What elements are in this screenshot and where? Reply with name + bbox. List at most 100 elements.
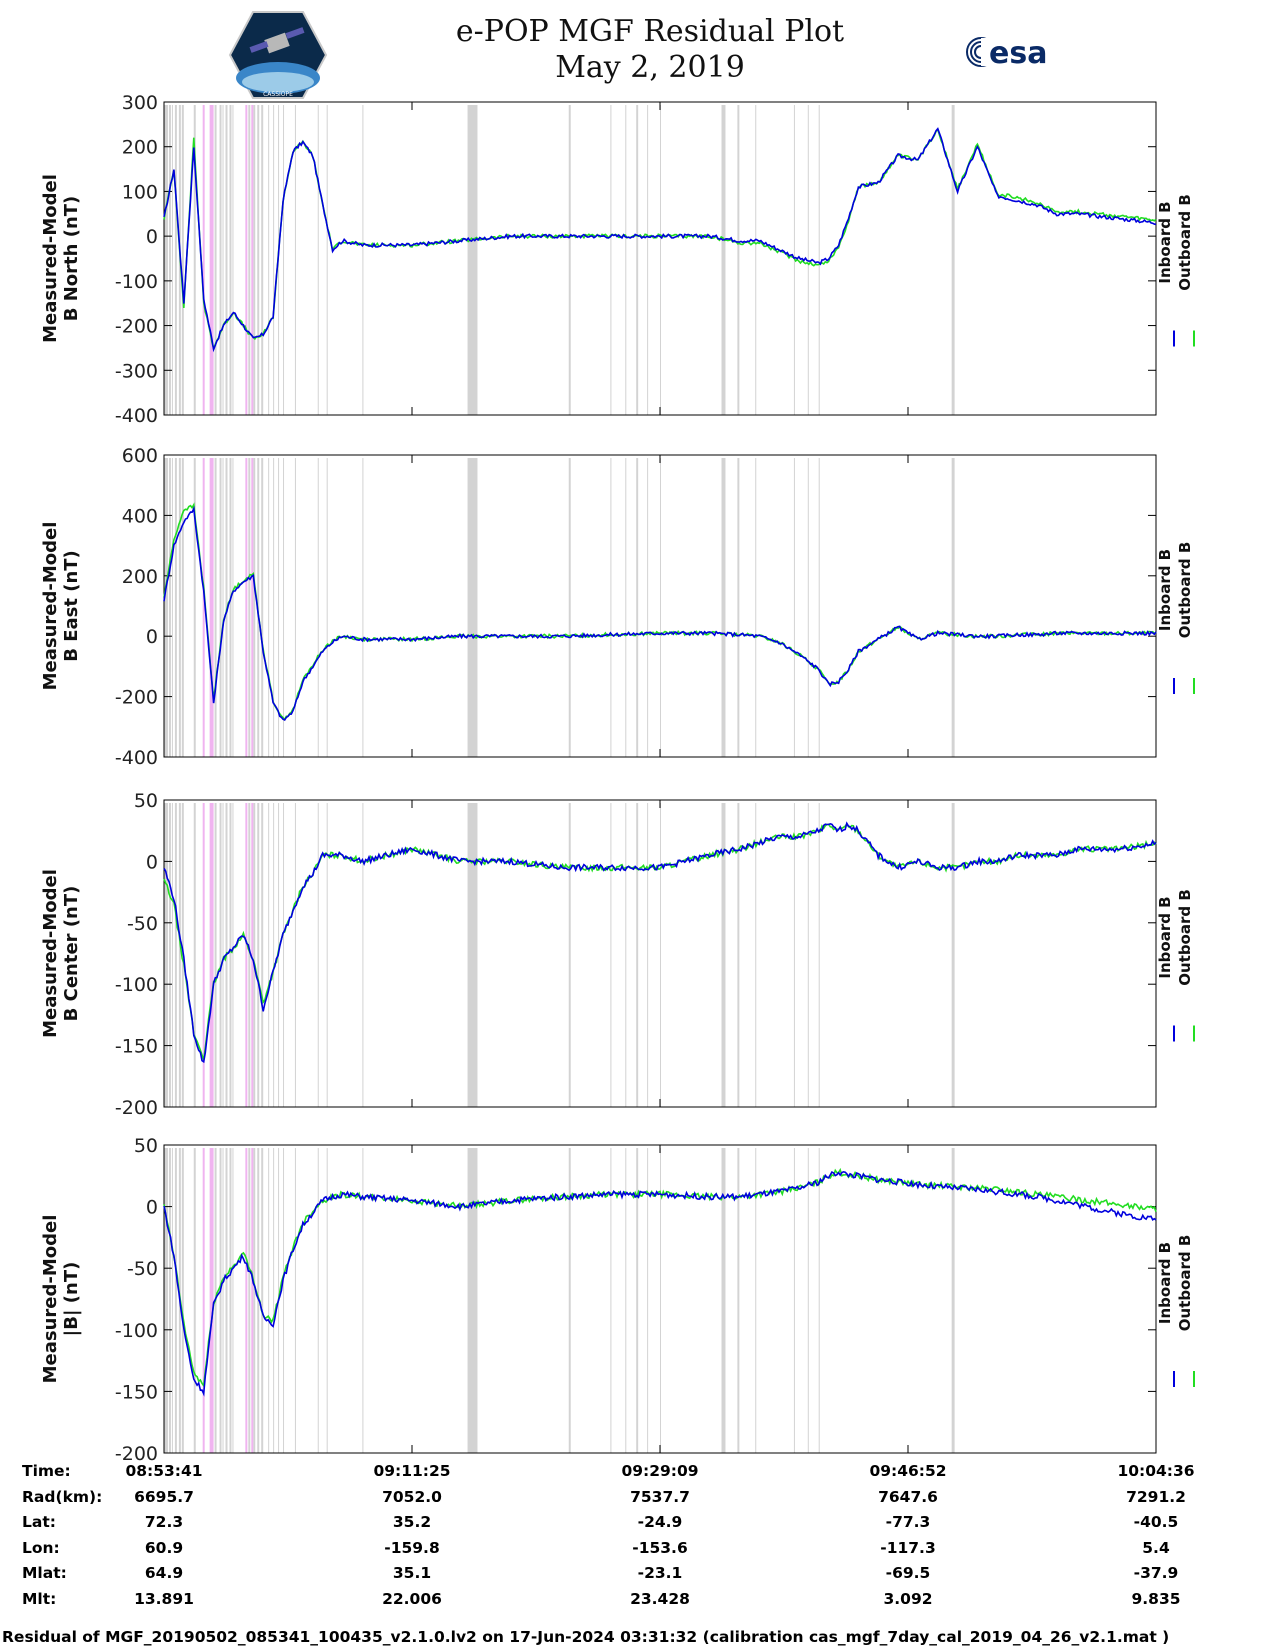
data-gap-band <box>168 105 171 415</box>
data-gap-band <box>229 803 232 1107</box>
info-value: 6695.7 <box>134 1487 194 1506</box>
info-value: 09:46:52 <box>869 1462 947 1480</box>
data-gap-band <box>326 803 328 1107</box>
data-gap-band <box>261 105 264 415</box>
info-value: -159.8 <box>384 1538 440 1557</box>
data-gap-band <box>174 1148 177 1453</box>
legend-inboard-label: Inboard B <box>1156 549 1174 631</box>
data-gap-band <box>232 1148 234 1453</box>
data-gap-band <box>793 803 795 1107</box>
data-gap-band <box>214 105 217 415</box>
legend: Inboard B Outboard B <box>1156 542 1194 639</box>
maneuver-band <box>209 105 214 415</box>
maneuver-band <box>209 1148 214 1453</box>
data-gap-band <box>317 105 319 415</box>
legend-outboard-label: Outboard B <box>1176 889 1194 986</box>
data-gap-band <box>636 458 639 757</box>
data-gap-band <box>951 105 955 415</box>
info-value: 35.1 <box>392 1564 432 1582</box>
data-gap-band <box>818 105 820 415</box>
svg-text:CASSIOPE: CASSIOPE <box>263 91 293 98</box>
data-gap-band <box>248 803 251 1107</box>
maneuver-band <box>245 1148 248 1453</box>
data-gap-band <box>278 458 280 757</box>
data-gap-band <box>225 1148 228 1453</box>
panel-1: 300 200 100 0 -100 -200 -300 -400 Measured-Model… <box>40 92 1195 427</box>
y-tick-label: -150 <box>115 1036 158 1058</box>
y-tick-label: 0 <box>146 626 158 648</box>
data-gap-band <box>232 105 234 415</box>
info-value: 9.835 <box>1131 1589 1181 1608</box>
legend: Inboard B Outboard B <box>1156 1235 1194 1332</box>
data-gap-band <box>721 105 726 415</box>
maneuver-band <box>202 105 205 415</box>
info-value: 7537.7 <box>630 1487 690 1506</box>
data-gap-band <box>610 105 612 415</box>
y-tick-label: -150 <box>115 1381 158 1403</box>
data-gap-band <box>610 458 612 757</box>
data-gap-band <box>225 105 228 415</box>
info-value: 7052.0 <box>382 1487 442 1506</box>
data-gap-band <box>737 105 740 415</box>
data-gap-band <box>807 1148 809 1453</box>
data-gap-band <box>168 803 171 1107</box>
info-label: Mlat: <box>22 1564 67 1582</box>
legend-outboard-label: Outboard B <box>1176 194 1194 291</box>
data-gap-band <box>818 1148 820 1453</box>
y-tick-label: -100 <box>115 1320 158 1342</box>
info-label: Rad(km): <box>22 1487 103 1506</box>
maneuver-band <box>202 1148 205 1453</box>
maneuver-band <box>202 803 205 1107</box>
info-row-lon: Lon: 60.9 -159.8 -153.6 -117.3 5.4 <box>0 1539 1275 1561</box>
info-value: -24.9 <box>637 1513 683 1531</box>
data-gap-band <box>219 1148 222 1453</box>
esa-logo-text: esa <box>989 36 1047 71</box>
data-gap-band <box>636 803 639 1107</box>
data-gap-band <box>467 1148 478 1453</box>
data-gap-band <box>164 105 168 415</box>
data-gap-band <box>793 458 795 757</box>
maneuver-band <box>202 458 205 757</box>
data-gap-band <box>164 803 168 1107</box>
legend: Inboard B Outboard B <box>1156 194 1194 291</box>
data-gap-band <box>807 803 809 1107</box>
data-gap-band <box>181 1148 184 1453</box>
data-gap-band <box>362 105 364 415</box>
data-gap-band <box>636 105 639 415</box>
cassiope-logo: CASSIOPE <box>228 11 328 99</box>
y-axis-label: Measured-ModelB East (nT) <box>40 522 82 691</box>
info-row-rad: Rad(km): 6695.7 7052.0 7537.7 7647.6 7291.2 <box>0 1488 1275 1510</box>
info-value: 7647.6 <box>878 1487 938 1506</box>
data-gap-band <box>171 1148 173 1453</box>
data-gap-band <box>362 803 364 1107</box>
data-gap-band <box>793 1148 795 1453</box>
data-gap-band <box>253 1148 256 1453</box>
data-gap-band <box>755 458 757 757</box>
data-gap-band <box>721 1148 726 1453</box>
data-gap-band <box>317 458 319 757</box>
maneuver-band <box>251 105 254 415</box>
data-gap-band <box>232 803 234 1107</box>
data-gap-band <box>193 458 196 757</box>
y-tick-label: 0 <box>146 226 158 248</box>
info-value: 5.4 <box>1142 1538 1170 1557</box>
data-gap-band <box>317 803 319 1107</box>
data-gap-band <box>181 458 184 757</box>
title-line-1: e-POP MGF Residual Plot <box>455 14 845 49</box>
info-row-mlt: Mlt: 13.891 22.006 23.428 3.092 9.835 <box>0 1590 1275 1612</box>
data-gap-band <box>818 803 820 1107</box>
info-value: 08:53:41 <box>125 1462 203 1480</box>
y-tick-label: 600 <box>122 445 158 467</box>
y-tick-label: -400 <box>115 405 158 427</box>
info-label: Time: <box>22 1462 71 1480</box>
info-value: -23.1 <box>637 1564 683 1582</box>
data-gap-band <box>171 803 173 1107</box>
data-gap-band <box>294 458 296 757</box>
data-gap-band <box>174 105 177 415</box>
info-value: 7291.2 <box>1126 1487 1186 1506</box>
data-gap-band <box>467 803 478 1107</box>
data-gap-band <box>193 1148 196 1453</box>
panel-2: 600 400 200 0 -200 -400 Measured-ModelB East (… <box>40 445 1195 769</box>
maneuver-band <box>251 458 254 757</box>
data-gap-band <box>178 458 181 757</box>
